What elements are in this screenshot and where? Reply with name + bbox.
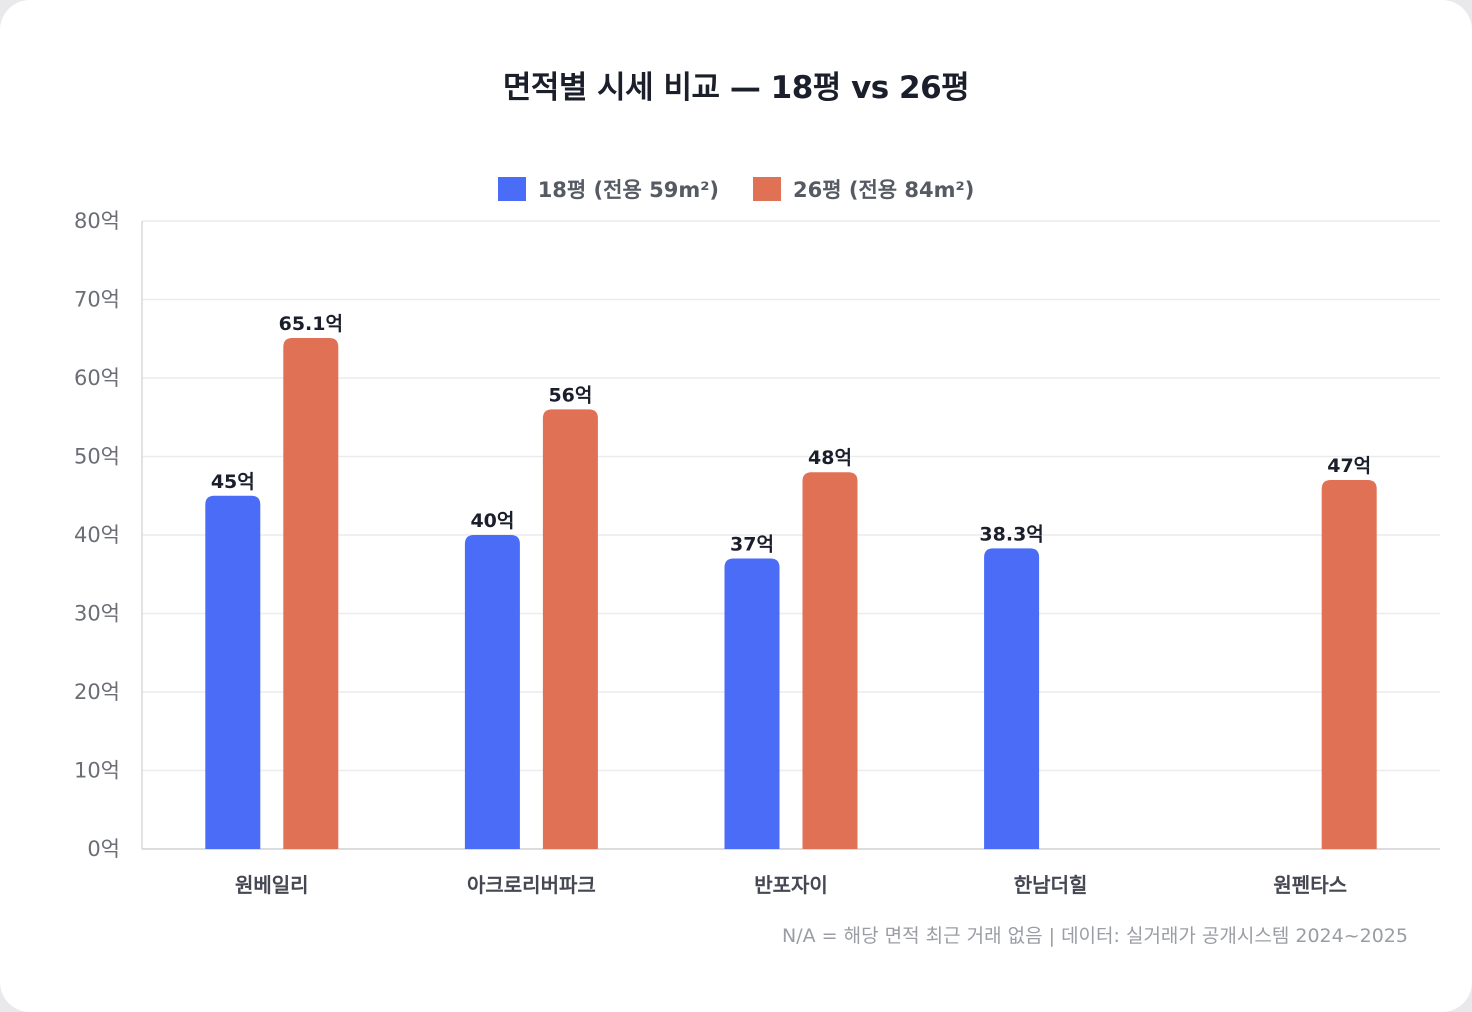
legend-label-18: 18평 (전용 59m²) — [537, 178, 719, 202]
legend-label-26: 26평 (전용 84m²) — [793, 178, 975, 202]
chart-title: 면적별 시세 비교 — 18평 vs 26평 — [502, 70, 970, 106]
x-category-label: 원펜타스 — [1273, 873, 1347, 897]
y-tick-label: 30억 — [74, 602, 120, 626]
data-label: 56억 — [548, 384, 592, 406]
y-tick-label: 10억 — [74, 759, 120, 783]
y-tick-label: 50억 — [74, 445, 120, 469]
x-category-label: 아크로리버파크 — [467, 873, 596, 897]
y-tick-label: 70억 — [74, 288, 120, 312]
bar-26-0 — [283, 337, 339, 849]
y-tick-label: 20억 — [74, 680, 120, 704]
bar-18-2 — [724, 558, 780, 849]
y-tick-label: 0억 — [87, 837, 120, 861]
data-label: 38.3억 — [979, 523, 1043, 545]
chart-footnote: N/A = 해당 면적 최근 거래 없음 | 데이터: 실거래가 공개시스템 2… — [782, 925, 1408, 947]
y-tick-label: 40억 — [74, 523, 120, 547]
bar-26-1 — [542, 409, 598, 849]
legend-swatch-18 — [497, 177, 526, 201]
bar-26-2 — [802, 472, 858, 849]
bar-18-3 — [984, 548, 1040, 849]
legend-item-18[interactable]: 18평 (전용 59m²) — [497, 174, 719, 204]
data-label: 40억 — [470, 510, 514, 532]
legend-swatch-26 — [753, 177, 781, 201]
data-label: 45억 — [211, 471, 255, 493]
bar-18-1 — [464, 535, 520, 849]
bar-18-0 — [205, 495, 261, 849]
bar-26-4 — [1321, 480, 1377, 849]
chart-legend: 18평 (전용 59m²) 26평 (전용 84m²) — [0, 174, 1472, 204]
y-tick-label: 80억 — [74, 209, 120, 233]
data-label: 65.1억 — [279, 313, 343, 335]
data-label: 37억 — [730, 534, 774, 556]
data-label: 47억 — [1327, 455, 1371, 477]
data-label: 48억 — [808, 447, 852, 469]
x-category-label: 원베일리 — [235, 873, 309, 897]
y-tick-label: 60억 — [74, 366, 120, 390]
legend-item-26[interactable]: 26평 (전용 84m²) — [753, 174, 974, 204]
x-category-label: 반포자이 — [754, 873, 828, 897]
x-category-label: 한남더힐 — [1014, 873, 1088, 897]
